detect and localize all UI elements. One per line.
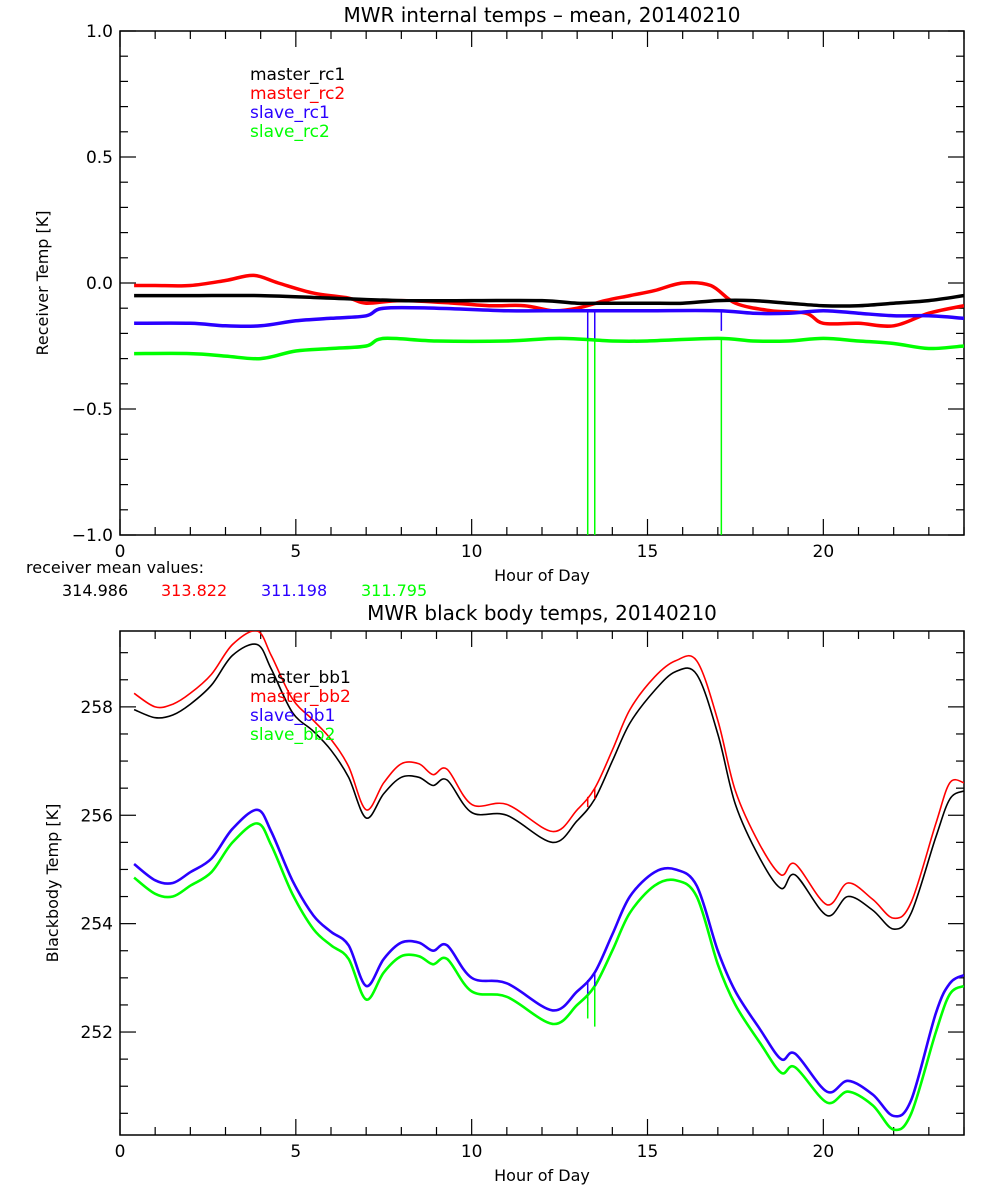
legend-item-slave-bb1: slave_bb1 (250, 706, 335, 726)
x-tick-label-internal: 20 (813, 542, 835, 562)
y-axis-label-blackbody: Blackbody Temp [K] (43, 804, 62, 963)
legend-item-slave-bb2: slave_bb2 (250, 725, 335, 745)
x-tick-label-blackbody: 5 (290, 1142, 301, 1162)
chart-title-internal: MWR internal temps – mean, 20140210 (343, 3, 740, 27)
y-tick-label-internal: 0.0 (86, 274, 113, 294)
x-tick-label-blackbody: 0 (115, 1142, 126, 1162)
x-tick-label-internal: 0 (115, 542, 126, 562)
x-tick-label-internal: 15 (637, 542, 659, 562)
axis-ticks-blackbody: 0 5 10 15 20 252 254 256 258 (81, 631, 965, 1162)
series-line-slave-rc1 (134, 305, 964, 329)
series-line-slave-bb1 (133, 808, 964, 1118)
x-tick-label-blackbody: 15 (637, 1142, 659, 1162)
series-line-slave-rc2 (134, 336, 964, 361)
mean-values-label: receiver mean values: (26, 558, 204, 577)
y-tick-label-blackbody: 256 (81, 806, 113, 826)
mean-value-slave-rc2: 311.795 (361, 581, 427, 600)
x-tick-label-internal: 5 (290, 542, 301, 562)
y-tick-label-internal: 1.0 (86, 22, 113, 42)
internal-temps-plot: MWR internal temps – mean, 20140210 0 5 10… (33, 3, 965, 585)
axis-ticks-internal: 0 5 10 15 20 −1.0 −0.5 0.0 0.5 1.0 (72, 22, 965, 562)
y-tick-label-internal: −1.0 (72, 526, 113, 546)
y-tick-label-blackbody: 254 (81, 915, 113, 935)
series-line-master-bb2 (133, 631, 964, 920)
blackbody-temps-plot: MWR black body temps, 20140210 0 5 10 15 20 2… (43, 601, 965, 1185)
series-line-master-bb1 (133, 643, 964, 930)
chart-title-blackbody: MWR black body temps, 20140210 (367, 601, 717, 625)
x-tick-label-blackbody: 20 (813, 1142, 835, 1162)
x-axis-label-internal: Hour of Day (494, 566, 590, 585)
legend-item-slave-rc2: slave_rc2 (250, 122, 330, 142)
legend-item-master-bb2: master_bb2 (250, 687, 351, 707)
y-axis-label-internal: Receiver Temp [K] (33, 210, 52, 355)
x-tick-label-internal: 10 (461, 542, 483, 562)
plot-frame-internal (119, 30, 965, 536)
y-tick-label-internal: −0.5 (72, 400, 113, 420)
y-tick-label-blackbody: 258 (81, 698, 113, 718)
legend-internal: master_rc1 master_rc2 slave_rc1 slave_rc… (250, 65, 345, 142)
x-tick-label-blackbody: 10 (461, 1142, 483, 1162)
y-tick-label-blackbody: 252 (81, 1023, 113, 1043)
mean-value-master-rc2: 313.822 (161, 581, 227, 600)
legend-item-master-bb1: master_bb1 (250, 668, 351, 688)
series-line-master-rc1 (134, 293, 964, 308)
mean-value-slave-rc1: 311.198 (261, 581, 327, 600)
series-group-internal (134, 273, 964, 535)
legend-item-master-rc1: master_rc1 (250, 65, 345, 85)
plot-frame-blackbody (119, 630, 965, 1136)
legend-item-master-rc2: master_rc2 (250, 84, 345, 104)
mean-value-master-rc1: 314.986 (62, 581, 128, 600)
legend-item-slave-rc1: slave_rc1 (250, 103, 330, 123)
x-axis-label-blackbody: Hour of Day (494, 1166, 590, 1185)
legend-blackbody: master_bb1 master_bb2 slave_bb1 slave_bb… (250, 668, 351, 745)
series-line-slave-bb2 (133, 822, 964, 1132)
y-tick-label-internal: 0.5 (86, 148, 113, 168)
series-group-blackbody (133, 631, 964, 1132)
